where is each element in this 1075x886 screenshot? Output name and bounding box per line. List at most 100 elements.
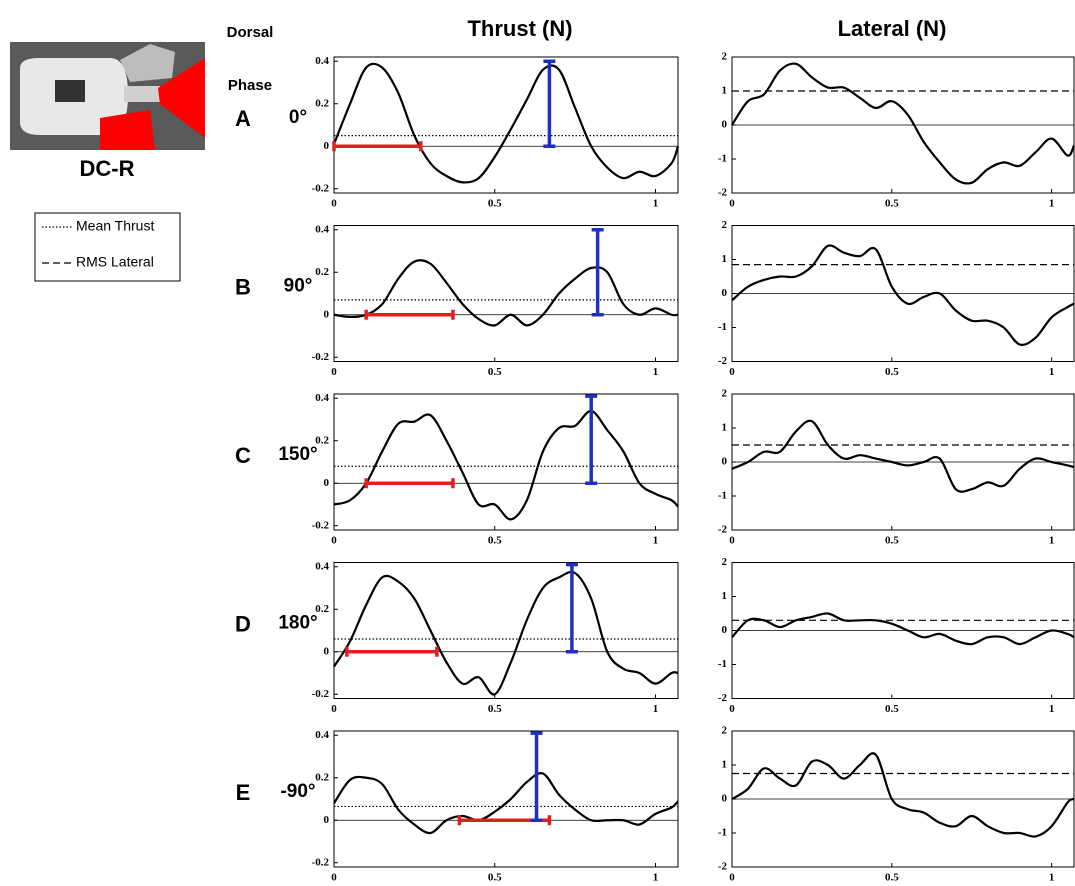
- x-tick-label: 1: [1049, 703, 1055, 715]
- red-interval: [345, 646, 439, 657]
- plot-frame: [333, 562, 679, 699]
- y-tick-label: 1: [722, 85, 728, 97]
- y-tick-label: 0.2: [315, 771, 329, 783]
- y-tick-label: 0.2: [315, 434, 329, 446]
- y-tick-label: 1: [722, 759, 728, 771]
- y-tick-label: 1: [722, 253, 728, 265]
- row-phase: 150°: [278, 444, 317, 465]
- x-tick-label: 0: [729, 366, 735, 378]
- row-letter: A: [235, 106, 251, 131]
- tail-link: [124, 86, 160, 102]
- y-tick-label: -1: [718, 490, 727, 502]
- x-tick-label: 1: [1049, 366, 1055, 378]
- x-tick-label: 0: [331, 703, 337, 715]
- row-letter: D: [235, 611, 251, 636]
- y-tick-label: -2: [718, 861, 728, 873]
- y-tick-label: 0.4: [315, 223, 329, 235]
- electronics: [55, 80, 85, 102]
- robot-label: DC-R: [80, 156, 135, 181]
- x-tick-label: 0: [729, 535, 735, 547]
- x-tick-label: 0.5: [488, 366, 502, 378]
- data-line: [731, 752, 1075, 838]
- plot-frame: [333, 225, 679, 362]
- caudal-fin: [158, 58, 205, 138]
- x-tick-label: 0: [729, 198, 735, 210]
- y-tick-label: -1: [718, 827, 727, 839]
- data-line: [731, 612, 1075, 646]
- y-tick-label: 0.2: [315, 603, 329, 615]
- fin-top: [120, 44, 175, 82]
- x-tick-label: 0.5: [885, 535, 899, 547]
- column-title: Lateral (N): [838, 16, 947, 41]
- x-tick-label: 1: [653, 703, 659, 715]
- x-tick-label: 0: [729, 872, 735, 884]
- y-tick-label: 0: [722, 287, 728, 299]
- y-tick-label: -0.2: [312, 688, 330, 700]
- phase-header: Phase: [228, 77, 272, 94]
- y-tick-label: -1: [718, 321, 727, 333]
- y-tick-label: 2: [722, 51, 728, 63]
- data-line: [332, 62, 680, 184]
- y-tick-label: -1: [718, 153, 727, 165]
- y-tick-label: -0.2: [312, 351, 330, 363]
- y-tick-label: -1: [718, 658, 727, 670]
- phase-header: Dorsal: [227, 24, 274, 41]
- row-phase: 90°: [284, 276, 313, 297]
- x-tick-label: 1: [653, 872, 659, 884]
- data-line: [731, 419, 1075, 493]
- data-line: [333, 259, 679, 327]
- x-tick-label: 0.5: [885, 366, 899, 378]
- blue-interval: [585, 394, 598, 485]
- y-tick-label: 2: [722, 388, 728, 400]
- row-phase: -90°: [280, 781, 315, 802]
- y-tick-label: 0.4: [315, 560, 329, 572]
- red-interval: [364, 309, 455, 320]
- x-tick-label: 0.5: [885, 872, 899, 884]
- y-tick-label: 0: [722, 624, 728, 636]
- y-tick-label: 0: [324, 814, 330, 826]
- row-letter: C: [235, 443, 251, 468]
- y-tick-label: 2: [722, 725, 728, 737]
- column-title: Thrust (N): [467, 16, 572, 41]
- x-tick-label: 0: [331, 198, 337, 210]
- legend-label: RMS Lateral: [76, 254, 154, 270]
- data-line: [333, 570, 679, 696]
- row-phase: 180°: [278, 613, 317, 634]
- y-tick-label: -2: [718, 187, 728, 199]
- y-tick-label: 0.4: [315, 729, 329, 741]
- y-tick-label: 0.2: [315, 266, 329, 278]
- y-tick-label: 0: [324, 477, 330, 489]
- blue-interval: [565, 562, 578, 654]
- x-tick-label: 0.5: [885, 198, 899, 210]
- y-tick-label: -0.2: [312, 856, 330, 868]
- row-letter: B: [235, 274, 251, 299]
- y-tick-label: 0: [324, 308, 330, 320]
- y-tick-label: -2: [718, 692, 728, 704]
- plot-frame: [333, 56, 679, 194]
- row-phase: 0°: [289, 107, 307, 128]
- y-tick-label: -2: [718, 355, 728, 367]
- x-tick-label: 0.5: [488, 535, 502, 547]
- x-tick-label: 1: [1049, 535, 1055, 547]
- red-interval: [332, 141, 423, 152]
- x-tick-label: 0: [729, 703, 735, 715]
- y-tick-label: 0: [324, 645, 330, 657]
- red-interval: [364, 478, 455, 489]
- y-tick-label: 0.2: [315, 97, 329, 109]
- x-tick-label: 1: [1049, 872, 1055, 884]
- x-tick-label: 0.5: [488, 872, 502, 884]
- y-tick-label: 0: [324, 140, 330, 152]
- y-tick-label: 0: [722, 119, 728, 131]
- blue-interval: [591, 228, 604, 317]
- x-tick-label: 0.5: [885, 703, 899, 715]
- x-tick-label: 1: [653, 535, 659, 547]
- y-tick-label: 0: [722, 793, 728, 805]
- x-tick-label: 1: [653, 366, 659, 378]
- y-tick-label: 2: [722, 219, 728, 231]
- plot-frame: [333, 393, 679, 531]
- data-line: [333, 771, 679, 835]
- y-tick-label: 0.4: [315, 392, 329, 404]
- x-tick-label: 1: [1049, 198, 1055, 210]
- y-tick-label: -0.2: [312, 519, 330, 531]
